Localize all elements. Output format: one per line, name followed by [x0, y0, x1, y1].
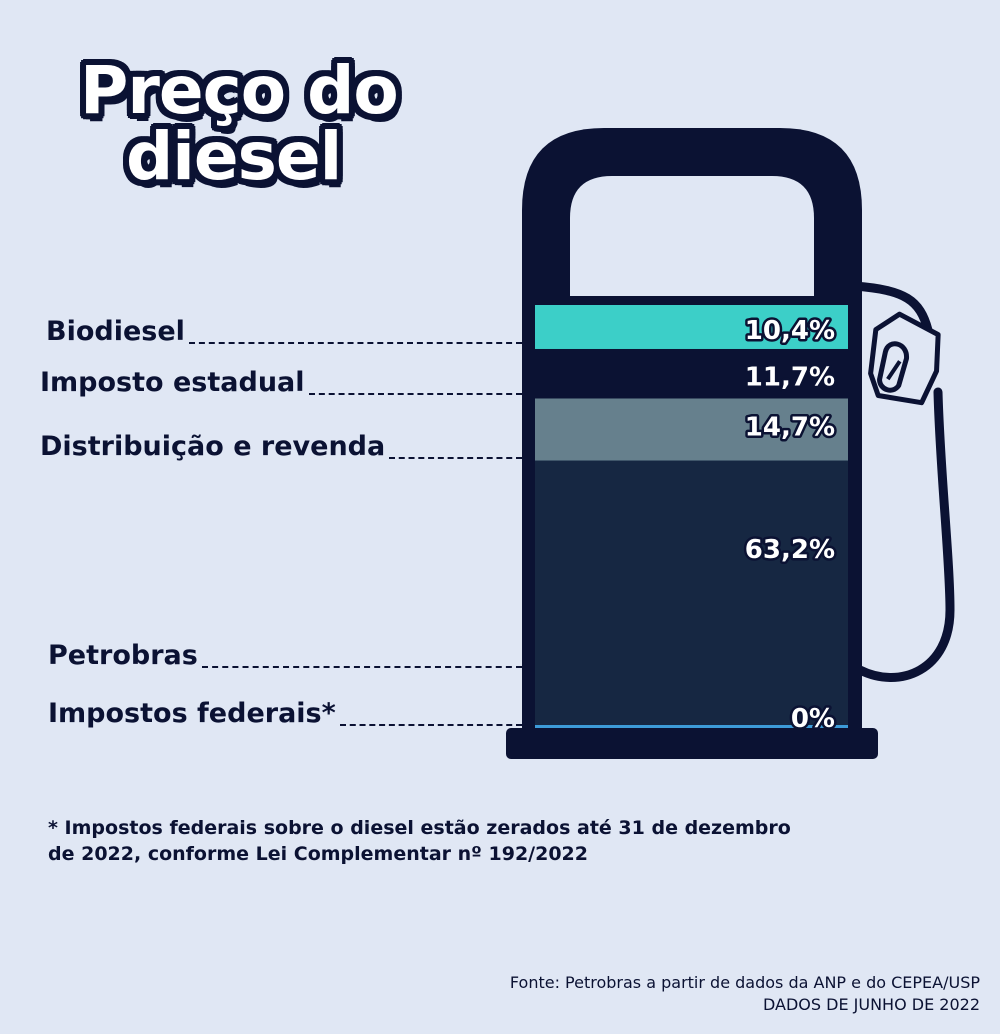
value-label-1: 10,4%: [745, 316, 835, 346]
category-label-1: Biodiesel: [46, 316, 185, 347]
title-line-1: Preço do: [80, 52, 399, 129]
source-line-2: DADOS DE JUNHO DE 2022: [763, 995, 980, 1014]
bar-segment-1: [535, 305, 848, 349]
nozzle-icon: [868, 311, 941, 406]
bar-segment-3: [535, 398, 848, 461]
value-label-3: 14,7%: [745, 412, 835, 442]
leader-line-1: [188, 342, 522, 344]
source-note: Fonte: Petrobras a partir de dados da AN…: [510, 972, 980, 1016]
category-label-5: Impostos federais*: [48, 698, 336, 729]
pump-base: [506, 728, 878, 759]
leader-line-4: [201, 666, 522, 668]
value-label-4: 63,2%: [745, 535, 835, 565]
value-label-5: 0%: [791, 704, 835, 734]
stacked-bar: [535, 305, 848, 728]
category-label-2: Imposto estadual: [40, 367, 305, 398]
chart-title: Preço do diesel: [80, 52, 399, 195]
pump-hose: [850, 281, 933, 335]
footnote: * Impostos federais sobre o diesel estão…: [48, 817, 791, 865]
leader-line-5: [339, 724, 522, 726]
pump-hose-lower: [855, 387, 955, 682]
source-line-1: Fonte: Petrobras a partir de dados da AN…: [509, 973, 980, 992]
value-label-2: 11,7%: [745, 363, 835, 393]
value-labels: 10,4% 11,7% 14,7% 63,2% 0%: [742, 313, 837, 736]
pump-screen: [570, 176, 814, 296]
bar-segment-4: [535, 460, 848, 728]
bar-segment-2: [535, 348, 848, 399]
bar-segment-5: [535, 725, 848, 728]
title-line-2: diesel: [126, 118, 342, 195]
leader-line-2: [308, 393, 522, 395]
leader-line-3: [389, 457, 522, 459]
category-label-3: Distribuição e revenda: [40, 431, 386, 462]
category-label-4: Petrobras: [48, 640, 198, 671]
